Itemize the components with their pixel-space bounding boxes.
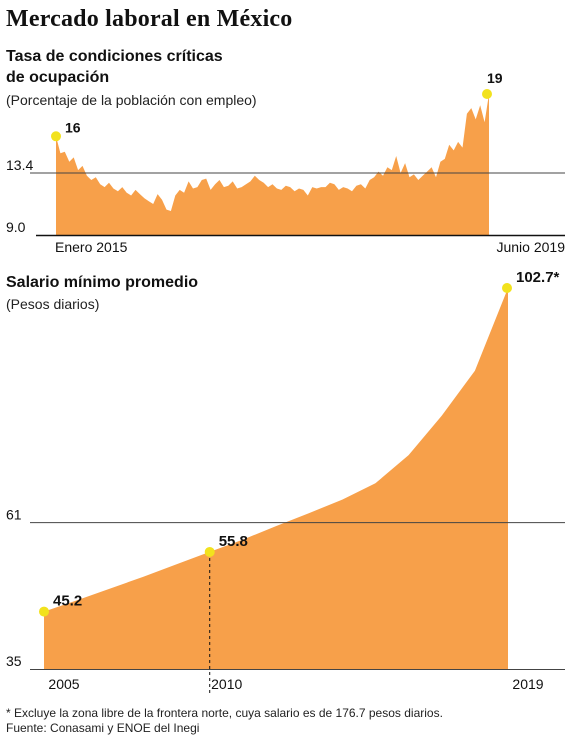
chart2-data-label-start: 45.2 [53, 593, 82, 610]
chart2-xtick-label-1: 2010 [211, 676, 242, 692]
chart1-ytick-label-1: 13.4 [6, 157, 33, 173]
main-title: Mercado laboral en México [6, 6, 293, 32]
chart1-title-line1: Tasa de condiciones críticas [6, 48, 223, 65]
chart1-data-label-start: 16 [65, 119, 81, 135]
chart1-area [56, 94, 489, 235]
chart2-ytick-label-0: 35 [6, 653, 22, 669]
chart1-ytick-label-0: 9.0 [6, 219, 26, 235]
chart2-xtick-label-2: 2019 [512, 676, 543, 692]
chart1-occupation-rate: 9.0 13.4 Enero 2015 Junio 2019 16 19 [6, 70, 565, 255]
chart2-marker-mid [204, 546, 215, 557]
chart2-xtick-label-0: 2005 [48, 676, 79, 692]
chart2-subtitle: (Pesos diarios) [6, 296, 100, 312]
chart1-marker-end [482, 89, 492, 99]
chart1-marker-start [51, 131, 61, 142]
chart2-data-label-mid: 55.8 [219, 533, 248, 550]
chart2-ytick-label-1: 61 [6, 507, 22, 523]
chart2-data-label-end: 102.7* [516, 269, 560, 286]
chart2-marker-end [502, 283, 512, 293]
footnote-source: Fuente: Conasami y ENOE del Inegi [6, 721, 200, 735]
chart2-marker-start [39, 606, 49, 617]
chart1-title-line2: de ocupación [6, 69, 110, 86]
footnote-exclusion: * Excluye la zona libre de la frontera n… [6, 706, 443, 720]
chart1-xtick-label-end: Junio 2019 [496, 239, 565, 255]
chart1-data-label-end: 19 [487, 70, 503, 86]
chart1-xtick-label-start: Enero 2015 [55, 239, 128, 255]
chart1-subtitle: (Porcentaje de la población con empleo) [6, 92, 257, 108]
chart2-area [44, 288, 508, 669]
chart2-title: Salario mínimo promedio [6, 274, 199, 291]
chart1-title: Tasa de condiciones críticas de ocupació… [6, 46, 223, 88]
